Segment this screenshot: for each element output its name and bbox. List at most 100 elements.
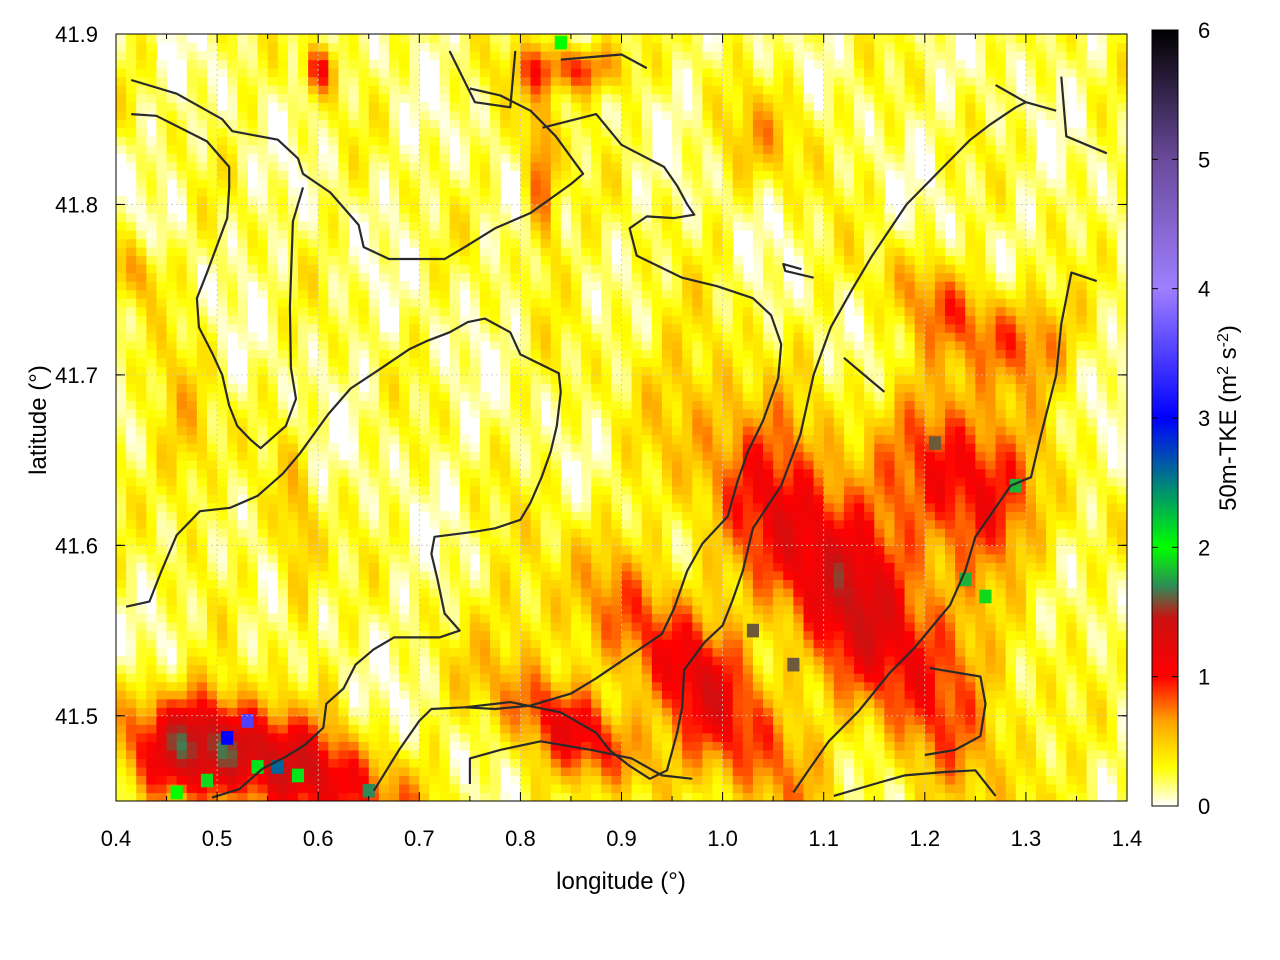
heatmap-cell [1056, 519, 1067, 529]
heatmap-cell [490, 417, 501, 427]
heatmap-cell [308, 570, 319, 581]
heatmap-cell [682, 357, 693, 367]
heatmap-cell [1046, 622, 1057, 632]
heatmap-cell [1116, 468, 1127, 478]
heatmap-cell [692, 775, 703, 785]
heatmap-cell [1046, 536, 1057, 546]
heatmap-cell [843, 647, 855, 657]
heatmap-cell [914, 604, 926, 615]
heatmap-cell [297, 494, 309, 504]
heatmap-cell [257, 536, 269, 546]
heatmap-cell [641, 766, 653, 777]
heatmap-cell [1025, 562, 1037, 572]
heatmap-cell [712, 562, 724, 572]
heatmap-cell [1086, 783, 1098, 794]
heatmap-cell [945, 732, 956, 742]
heatmap-cell [126, 374, 137, 385]
heatmap-cell [328, 707, 340, 717]
heatmap-cell [763, 443, 774, 453]
heatmap-cell [1106, 690, 1118, 700]
heatmap-cell [581, 434, 592, 444]
heatmap-cell [611, 656, 623, 666]
heatmap-cell [763, 715, 774, 725]
heatmap-cell [843, 690, 855, 700]
heatmap-cell [560, 485, 572, 495]
heatmap-cell [742, 664, 754, 674]
heatmap-cell [1036, 613, 1047, 623]
heatmap-cell [520, 383, 532, 393]
heatmap-cell [156, 357, 168, 367]
heatmap-cell [752, 391, 764, 402]
heatmap-cell [257, 647, 269, 657]
heatmap-cell [166, 357, 178, 367]
heatmap-cell [1066, 783, 1078, 794]
heatmap-cell [247, 639, 259, 649]
heatmap-cell [560, 783, 572, 794]
heatmap-cell [176, 528, 188, 538]
heatmap-cell [975, 749, 987, 759]
heatmap-cell [540, 587, 552, 598]
heatmap-cell [1005, 673, 1017, 683]
heatmap-cell [540, 366, 552, 376]
heatmap-cell [388, 383, 400, 393]
heatmap-cell [894, 494, 906, 504]
heatmap-cell [803, 553, 815, 563]
heatmap-cell [196, 374, 208, 385]
heatmap-cell [661, 604, 673, 615]
heatmap-cell [206, 783, 218, 794]
heatmap-cell [388, 775, 400, 785]
heatmap-cell [1005, 417, 1017, 427]
heatmap-cell [1046, 502, 1057, 512]
heatmap-cell [631, 579, 643, 589]
heatmap-cell [843, 408, 855, 419]
heatmap-cell [449, 357, 461, 367]
heatmap-cell [1046, 579, 1057, 589]
heatmap-cell [854, 775, 865, 785]
heatmap-cell [1005, 758, 1017, 768]
heatmap-cell [530, 434, 542, 444]
heatmap-cell [257, 613, 269, 623]
heatmap-cell [439, 613, 451, 623]
heatmap-cell [267, 519, 279, 529]
heatmap-cell [742, 698, 754, 708]
heatmap-cell [621, 630, 633, 640]
heatmap-cell [510, 494, 521, 504]
heatmap-cell [1096, 383, 1108, 393]
heatmap-cell [186, 400, 198, 410]
heatmap-cell [166, 639, 178, 649]
heatmap-cell [854, 732, 865, 742]
heatmap-cell [985, 477, 997, 487]
heatmap-cell [196, 766, 208, 777]
heatmap-cell [975, 766, 987, 777]
heatmap-cell [500, 502, 511, 512]
heatmap-cell [409, 545, 420, 555]
heatmap-cell [1106, 562, 1118, 572]
heatmap-cell [318, 690, 329, 700]
heatmap-cell [712, 681, 724, 691]
heatmap-cell [702, 434, 714, 444]
heatmap-cell [196, 587, 208, 598]
heatmap-cell [702, 570, 714, 581]
heatmap-cell [186, 656, 198, 666]
heatmap-cell [641, 622, 653, 632]
heatmap-cell [570, 749, 582, 759]
heatmap-cell [550, 477, 562, 487]
heatmap-cell [550, 502, 562, 512]
heatmap-cell [378, 698, 390, 708]
heatmap-cell [479, 630, 491, 640]
heatmap-cell [783, 562, 794, 572]
heatmap-cell [247, 732, 259, 742]
heatmap-cell [934, 383, 946, 393]
heatmap-cell [217, 741, 228, 751]
heatmap-cell [732, 536, 744, 546]
heatmap-cell [1116, 434, 1127, 444]
heatmap-cell [1076, 766, 1088, 777]
heatmap-cell [156, 681, 168, 691]
heatmap-cell [975, 792, 987, 801]
heatmap-cell [631, 775, 643, 785]
heatmap-cell [520, 741, 532, 751]
heatmap-cell [924, 630, 936, 640]
heatmap-cell [520, 766, 532, 777]
heatmap-cell [904, 494, 916, 504]
heatmap-cell [581, 391, 592, 402]
